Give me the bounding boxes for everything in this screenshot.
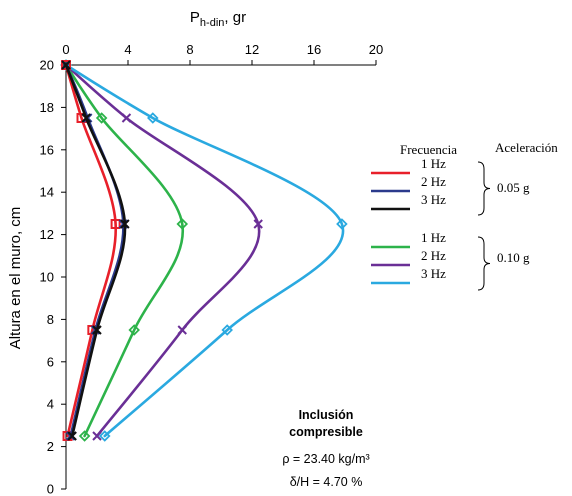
marker-stroke (121, 113, 132, 123)
y-tick-label: 0 (47, 482, 54, 496)
x-tick-label: 20 (369, 42, 383, 57)
marker-stroke (81, 113, 91, 123)
legend-accel-title: Aceleración (495, 140, 558, 155)
data-point (92, 325, 102, 335)
annotation-displacement: δ/H = 4.70 % (290, 475, 363, 489)
series-5 (60, 59, 348, 442)
legend-label: 1 Hz (421, 230, 446, 245)
annotation-density: ρ = 23.40 kg/m³ (282, 452, 369, 466)
data-point (61, 60, 71, 70)
y-tick-label: 18 (40, 100, 54, 115)
series-4 (61, 60, 263, 441)
legend-accel-group1: 0.05 g (497, 180, 530, 195)
series-1 (61, 60, 129, 441)
data-point (92, 431, 102, 441)
data-point (221, 324, 233, 336)
data-point (98, 430, 111, 442)
data-point (78, 430, 91, 442)
data-point (177, 325, 187, 335)
y-tick-label: 8 (47, 312, 54, 327)
x-tick-label: 12 (245, 42, 259, 57)
marker-stroke (177, 325, 187, 335)
legend-label: 2 Hz (421, 174, 446, 189)
legend-accel-group2: 0.10 g (497, 250, 530, 265)
x-tick-label: 16 (307, 42, 321, 57)
y-axis-title: Altura en el muro, cm (7, 207, 24, 350)
marker-stroke (82, 113, 93, 123)
chart-axes: 0 4 8 12 16 20 0 2 4 6 8 10 12 14 16 18 20 (40, 42, 384, 496)
data-point (128, 324, 140, 336)
data-point (61, 60, 71, 70)
x-axis-title: Ph-din, gr (190, 9, 246, 29)
y-tick-label: 16 (40, 142, 54, 157)
marker-stroke (92, 431, 102, 441)
legend-brace-group1 (477, 161, 491, 216)
y-tick-label: 14 (40, 185, 54, 200)
data-point (110, 219, 121, 229)
x-tick-label: 0 (62, 42, 69, 57)
series-line (64, 63, 125, 438)
data-point (176, 218, 189, 230)
data-point (121, 113, 132, 123)
series-layer (60, 59, 348, 442)
data-point (253, 219, 263, 229)
y-tick-label: 2 (47, 439, 54, 454)
y-tick-label: 10 (40, 270, 54, 285)
series-line (64, 63, 127, 438)
series-line (64, 63, 261, 438)
legend-label: 3 Hz (421, 266, 446, 281)
legend-title: Frecuencia (400, 142, 457, 157)
y-tick-label: 12 (40, 227, 54, 242)
annotation-title-line2: compresible (289, 425, 363, 439)
data-point (67, 431, 77, 441)
data-point (336, 218, 348, 230)
series-2 (61, 60, 130, 441)
annotation-title-line1: Inclusión (299, 408, 354, 422)
y-tick-label: 4 (47, 397, 54, 412)
y-tick-label: 20 (40, 58, 54, 73)
annotation-block: Inclusión compresible ρ = 23.40 kg/m³ δ/… (282, 408, 369, 489)
legend-label: 2 Hz (421, 248, 446, 263)
data-point (120, 219, 130, 229)
x-tick-label: 4 (124, 42, 131, 57)
data-point (147, 112, 159, 124)
series-0 (61, 60, 121, 441)
series-line (64, 63, 345, 438)
marker-stroke (67, 431, 77, 441)
marker-stroke (61, 60, 71, 70)
x-tick-label: 8 (186, 42, 193, 57)
marker-stroke (120, 219, 130, 229)
marker-stroke (253, 219, 263, 229)
data-point (81, 113, 91, 123)
marker-stroke (92, 325, 102, 335)
y-tick-label: 6 (47, 354, 54, 369)
chart-legend: Frecuencia Aceleración 1 Hz 2 Hz 3 Hz 1 Hz 2 H… (371, 140, 558, 291)
data-point (95, 112, 108, 124)
legend-brace-group2 (477, 236, 491, 291)
legend-label: 3 Hz (421, 192, 446, 207)
legend-label: 1 Hz (421, 156, 446, 171)
